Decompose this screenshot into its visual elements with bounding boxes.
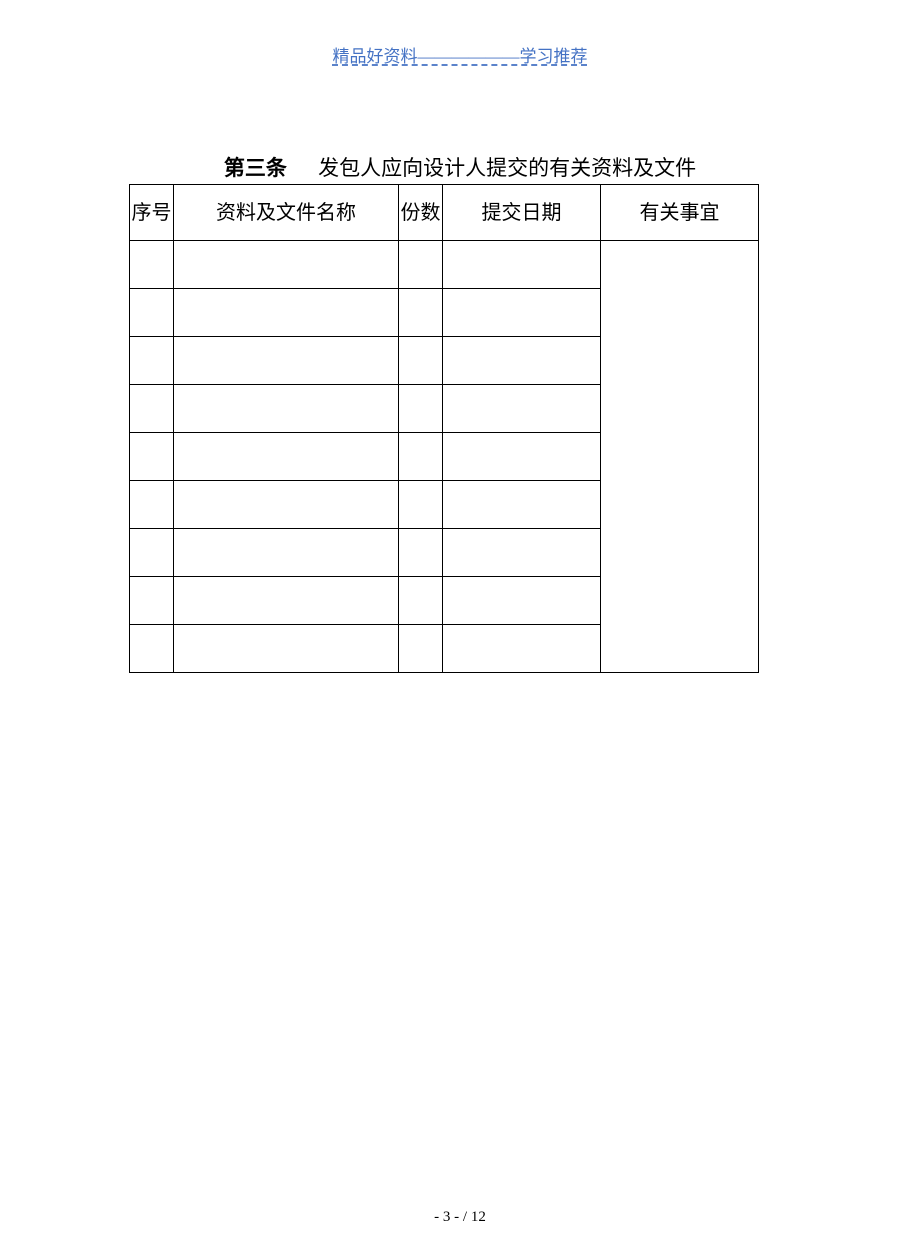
cell-name	[174, 337, 399, 385]
article-title: 第三条 发包人应向设计人提交的有关资料及文件	[0, 152, 920, 182]
col-header-seq: 序号	[130, 185, 174, 241]
cell-name	[174, 241, 399, 289]
table-header-row: 序号 资料及文件名称 份数 提交日期 有关事宜	[130, 185, 759, 241]
cell-copies	[399, 337, 443, 385]
article-label: 第三条	[224, 157, 287, 180]
cell-seq	[130, 433, 174, 481]
cell-seq	[130, 577, 174, 625]
cell-copies	[399, 529, 443, 577]
page-number: - 3 - / 12	[0, 1209, 920, 1226]
cell-copies	[399, 433, 443, 481]
cell-name	[174, 529, 399, 577]
cell-copies	[399, 385, 443, 433]
article-text: 发包人应向设计人提交的有关资料及文件	[318, 156, 696, 180]
cell-seq	[130, 385, 174, 433]
cell-seq	[130, 337, 174, 385]
cell-seq	[130, 529, 174, 577]
cell-date	[443, 625, 601, 673]
col-header-matters: 有关事宜	[601, 185, 759, 241]
cell-matters-merged	[601, 241, 759, 673]
table-row	[130, 241, 759, 289]
cell-name	[174, 481, 399, 529]
cell-seq	[130, 625, 174, 673]
cell-date	[443, 289, 601, 337]
cell-seq	[130, 481, 174, 529]
cell-name	[174, 289, 399, 337]
materials-table: 序号 资料及文件名称 份数 提交日期 有关事宜	[129, 184, 759, 673]
col-header-date: 提交日期	[443, 185, 601, 241]
cell-date	[443, 385, 601, 433]
cell-copies	[399, 481, 443, 529]
cell-copies	[399, 577, 443, 625]
cell-date	[443, 433, 601, 481]
cell-seq	[130, 289, 174, 337]
col-header-name: 资料及文件名称	[174, 185, 399, 241]
cell-date	[443, 481, 601, 529]
cell-date	[443, 241, 601, 289]
cell-name	[174, 577, 399, 625]
cell-date	[443, 529, 601, 577]
cell-copies	[399, 289, 443, 337]
cell-name	[174, 385, 399, 433]
col-header-copies: 份数	[399, 185, 443, 241]
cell-date	[443, 577, 601, 625]
cell-seq	[130, 241, 174, 289]
cell-name	[174, 625, 399, 673]
cell-copies	[399, 625, 443, 673]
cell-copies	[399, 241, 443, 289]
cell-date	[443, 337, 601, 385]
header-link[interactable]: 精品好资料——————学习推荐	[0, 42, 920, 67]
cell-name	[174, 433, 399, 481]
